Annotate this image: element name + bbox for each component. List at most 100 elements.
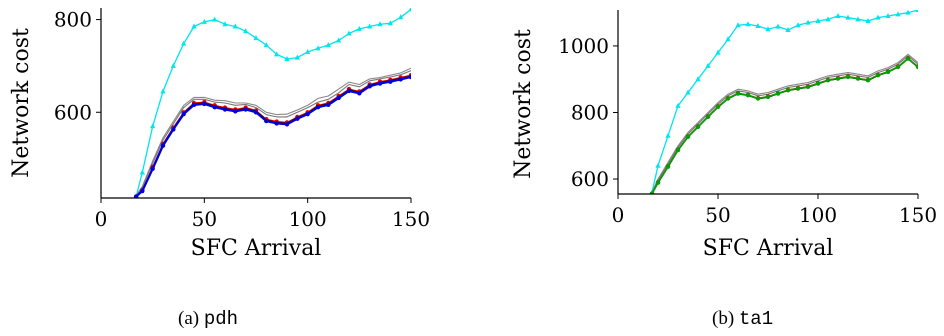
series-point-a-0-6 [191,23,197,29]
series-point-a-0-15 [284,55,290,61]
series-point-b-0-20 [845,14,851,20]
series-point-b-5-19 [835,76,841,81]
series-point-b-5-1 [655,180,661,185]
series-point-b-5-26 [905,56,911,61]
series-point-a-5-17 [305,111,310,117]
series-point-b-0-23 [875,14,881,20]
x-tick-label-a-100: 100 [289,207,327,231]
series-point-a-5-11 [243,107,248,112]
series-line-b-0 [651,10,918,193]
series-point-b-5-9 [735,91,741,96]
series-point-a-0-25 [387,20,393,26]
series-point-b-0-5 [695,76,701,82]
y-tick-label-b-1000: 1000 [558,34,609,58]
series-point-a-0-7 [201,18,207,24]
series-point-b-0-16 [805,19,811,25]
series-point-a-0-27 [408,8,411,12]
x-axis-label-b: SFC Arrival [703,236,834,261]
series-point-a-5-26 [398,77,403,82]
caption-a-name: pdh [203,308,239,330]
series-point-a-0-17 [305,49,311,55]
series-point-b-0-11 [755,22,761,28]
series-line-a-4 [135,75,411,198]
series-point-b-0-22 [865,17,871,23]
series-point-a-5-15 [284,122,290,127]
series-point-b-5-7 [715,104,721,110]
series-point-b-0-6 [705,62,711,68]
series-point-a-0-14 [274,51,280,57]
series-point-b-0-18 [825,16,831,22]
series-point-b-5-10 [745,92,751,98]
series-point-b-0-14 [785,26,791,32]
series-point-a-5-0 [133,194,139,198]
y-axis-label-b: Network cost [511,29,536,179]
series-point-b-5-12 [765,94,771,100]
series-point-a-5-6 [191,102,197,108]
series-point-a-5-22 [357,91,362,96]
series-point-b-0-12 [765,26,771,32]
series-point-b-5-22 [865,78,871,83]
series-point-a-0-12 [253,35,259,41]
series-point-b-5-14 [785,87,791,93]
x-axis-label-a: SFC Arrival [191,236,322,261]
series-point-a-0-19 [325,42,331,48]
series-point-a-0-13 [263,42,269,48]
series-point-a-0-4 [170,62,176,68]
series-point-a-5-12 [253,110,259,115]
series-point-b-0-3 [675,102,681,108]
series-point-a-5-18 [315,104,321,110]
plot-area-b [649,10,918,194]
series-line-a-1 [135,67,411,197]
series-line-b-1 [651,53,918,193]
plot-area-a [133,8,411,198]
panel-b-chart: 0 50 100 150 600 800 1000 SFC Arrival Network co… [511,10,937,261]
series-point-a-0-1 [139,169,145,175]
series-point-b-5-21 [855,76,861,81]
series-point-a-5-13 [264,118,269,124]
series-point-b-5-24 [885,69,891,75]
series-point-a-0-10 [232,23,238,29]
panel-a-chart: 0 50 100 150 600 800 SFC Arrival Network cost [9,8,430,261]
series-point-a-5-19 [326,102,331,108]
series-point-b-5-3 [675,147,681,153]
series-point-b-5-25 [895,64,901,70]
series-point-a-0-3 [160,88,166,94]
series-point-b-0-9 [735,22,741,28]
series-point-b-5-23 [875,73,881,78]
series-line-a-0 [135,8,411,197]
series-line-b-4 [651,58,918,194]
series-point-a-0-23 [367,23,373,29]
series-point-b-5-0 [649,191,655,194]
series-point-a-5-3 [160,143,166,148]
series-point-b-5-4 [685,134,691,139]
series-point-b-0-24 [885,12,891,18]
series-point-a-5-4 [171,127,176,132]
series-point-a-0-22 [356,25,362,31]
series-point-a-5-21 [346,88,352,94]
x-tick-label-b-50: 50 [705,203,730,227]
series-point-a-0-5 [181,40,187,46]
series-point-b-0-13 [775,23,781,29]
series-point-a-0-2 [150,123,156,129]
series-point-b-5-11 [755,96,761,101]
y-tick-label-a-800: 800 [54,8,92,32]
series-point-b-0-15 [795,22,801,28]
series-point-b-0-8 [725,36,731,42]
series-point-b-5-6 [705,114,711,120]
series-point-b-0-4 [685,89,691,95]
series-point-a-5-20 [336,95,341,101]
series-point-b-5-15 [795,86,801,91]
caption-a-prefix: (a) [178,308,200,329]
series-line-b-3 [651,57,918,194]
series-point-b-5-8 [725,96,731,101]
series-point-b-5-18 [825,78,831,83]
series-line-b-5 [651,57,918,194]
series-point-a-5-25 [388,79,393,84]
series-point-a-0-18 [315,45,321,51]
x-tick-label-a-0: 0 [95,207,108,231]
x-tick-label-b-150: 150 [899,203,937,227]
caption-b: (b) ta1 [712,308,773,330]
series-point-b-5-20 [845,74,851,80]
series-point-b-0-26 [905,10,911,15]
